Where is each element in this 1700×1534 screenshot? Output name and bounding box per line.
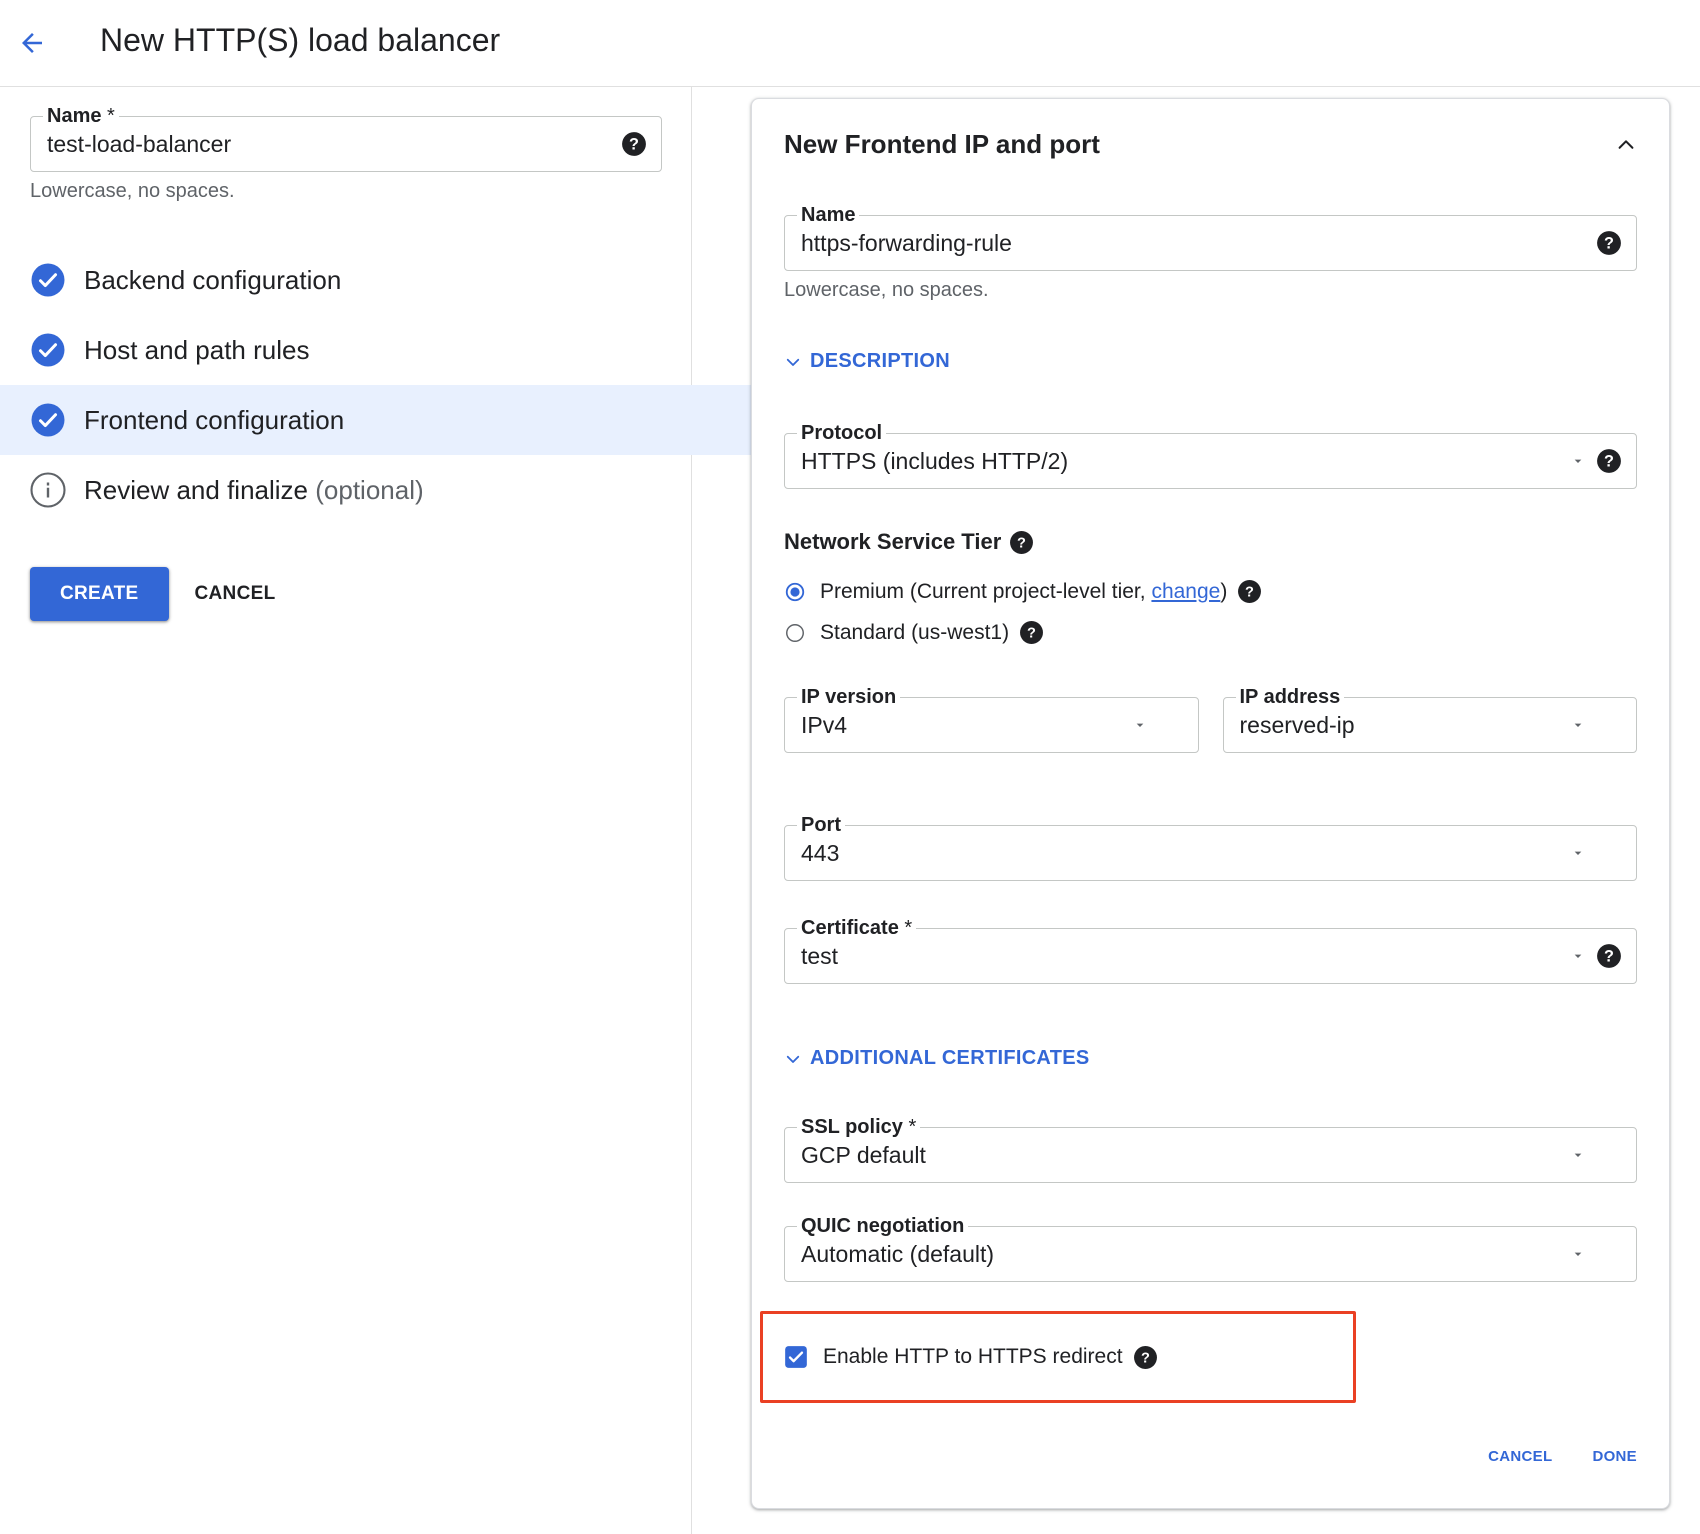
svg-text:?: ? [1604, 452, 1614, 470]
svg-text:?: ? [1017, 535, 1026, 551]
svg-text:?: ? [1245, 585, 1254, 601]
svg-text:?: ? [1604, 234, 1614, 252]
svg-text:?: ? [1604, 947, 1614, 965]
svg-text:?: ? [1141, 1350, 1150, 1366]
svg-text:?: ? [629, 135, 639, 153]
svg-text:?: ? [1027, 626, 1036, 642]
